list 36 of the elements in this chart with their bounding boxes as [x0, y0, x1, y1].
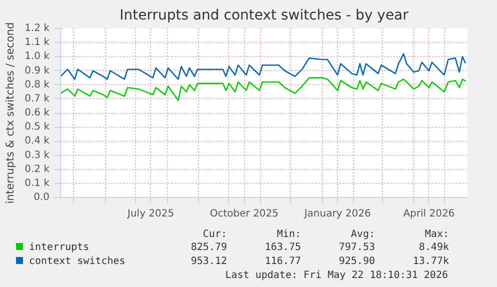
text: 825.79 [190, 241, 227, 255]
y-axis-title: interrupts & ctx switches / second [4, 22, 17, 204]
text: 8.49k [418, 241, 449, 255]
y-tick-label: 0.0 [34, 192, 50, 203]
line-series [60, 77, 466, 101]
chart-title: Interrupts and context switches - by year [120, 8, 409, 24]
text: 953.12 [190, 255, 227, 269]
line-series [60, 53, 466, 80]
y-tick-label: 0.4 k [24, 136, 50, 147]
y-tick-label: 0.7 k [24, 93, 50, 104]
text: Min: [276, 229, 301, 241]
y-tick-label: 0.2 k [24, 164, 50, 175]
x-tick-label: October 2025 [210, 208, 279, 220]
y-tick-label: 0.8 k [24, 79, 50, 90]
y-tick-label: 1.0 k [24, 51, 50, 62]
y-tick-label: 0.1 k [24, 178, 50, 189]
x-tick-label: July 2025 [126, 208, 174, 220]
y-tick-label: 0.6 k [24, 108, 50, 118]
y-tick-label: 0.3 k [24, 150, 50, 161]
text: Max: [424, 229, 449, 241]
text: 163.75 [264, 241, 301, 255]
legend-label: context switches [28, 255, 126, 269]
text: 116.77 [264, 255, 301, 269]
x-tick-label: January 2026 [303, 208, 371, 220]
text: Last update: Fri May 22 18:10:31 2026 [224, 269, 449, 283]
x-tick-label: April 2026 [403, 208, 455, 220]
text: Avg: [350, 229, 375, 241]
text: 13.77k [412, 255, 449, 269]
y-tick-label: 0.9 k [24, 65, 50, 76]
y-tick-label: 0.5 k [24, 122, 50, 133]
y-tick-label: 1.2 k [24, 23, 50, 34]
text: 925.90 [338, 255, 375, 269]
text: Cur: [202, 229, 227, 241]
text: 797.53 [338, 241, 375, 255]
y-tick-label: 1.1 k [24, 37, 50, 48]
legend-label: interrupts [28, 241, 90, 255]
